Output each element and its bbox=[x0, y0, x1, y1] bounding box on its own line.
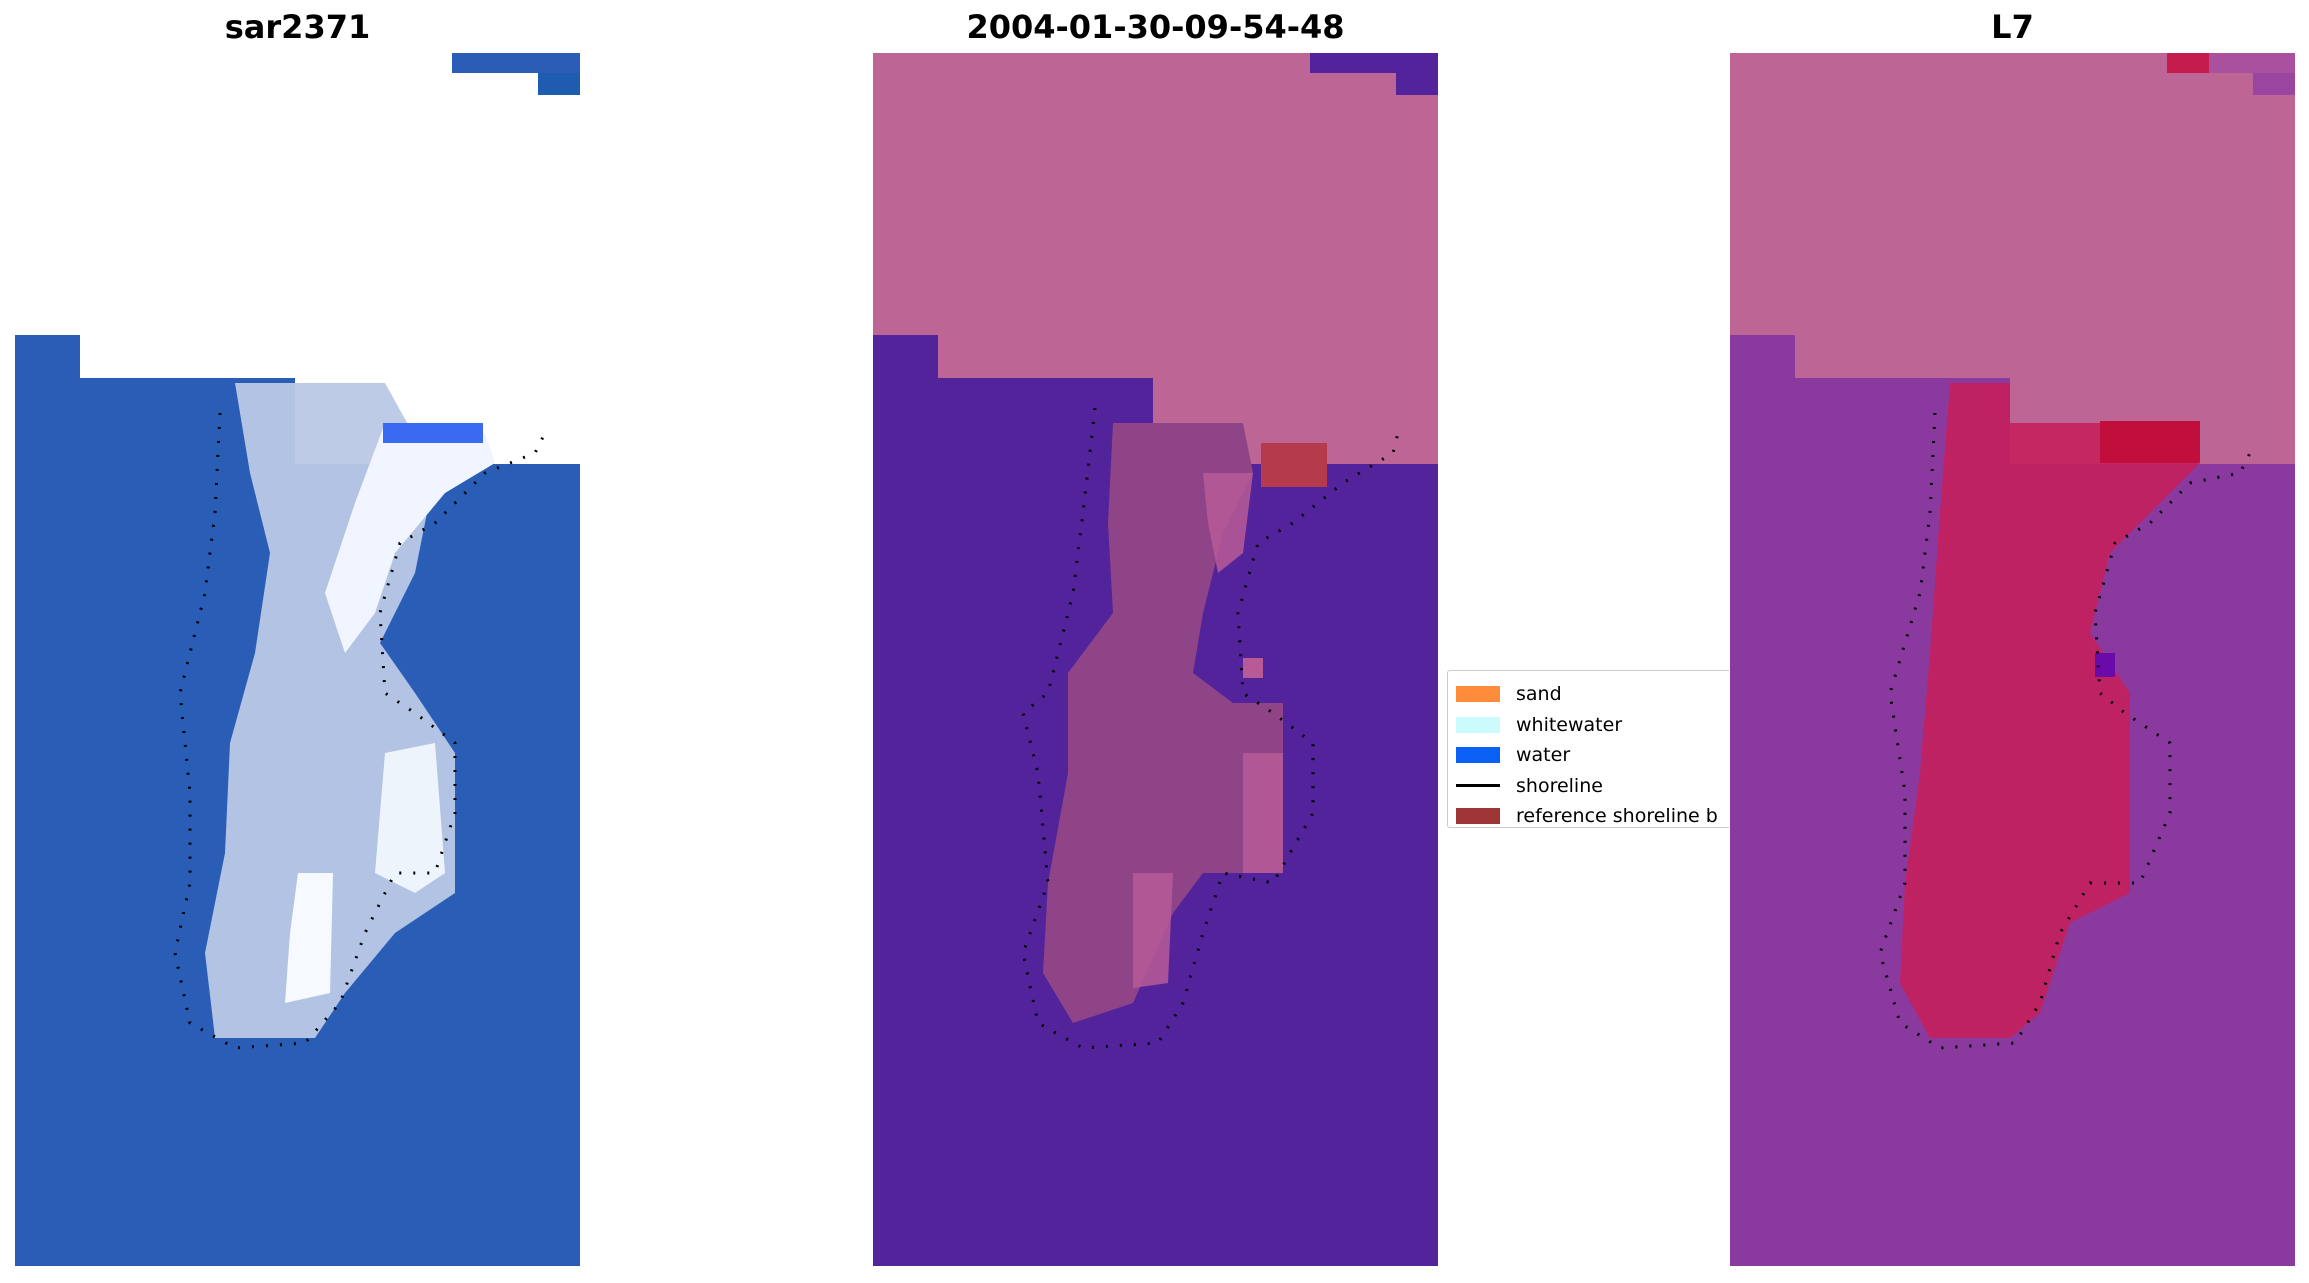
water-patch bbox=[1396, 73, 1438, 95]
water-swatch bbox=[1456, 747, 1500, 764]
water-patch bbox=[2095, 653, 2115, 677]
legend-item-sand: sand bbox=[1456, 679, 1729, 710]
index-image bbox=[1730, 53, 2295, 1266]
legend-item-whitewater: whitewater bbox=[1456, 710, 1729, 741]
rgb-image bbox=[15, 53, 580, 1266]
reference-shoreline-patch bbox=[1261, 443, 1327, 487]
reference-shoreline-swatch bbox=[1456, 808, 1500, 825]
legend-item-shoreline: shoreline bbox=[1456, 771, 1729, 802]
water-patch bbox=[383, 423, 483, 443]
sand-patch bbox=[1243, 658, 1263, 678]
water-patch bbox=[2253, 73, 2295, 95]
classified-panel: 2004-01-30-09-54-48 bbox=[873, 0, 1438, 1283]
legend-item-reference-shoreline: reference shoreline b bbox=[1456, 801, 1729, 828]
whitewater-area bbox=[325, 423, 495, 653]
rgb-panel: sar2371 bbox=[15, 0, 580, 1283]
sand-patch bbox=[2167, 53, 2209, 73]
water-patch bbox=[538, 73, 580, 95]
whitewater-swatch bbox=[1456, 716, 1500, 733]
legend-label: shoreline bbox=[1516, 774, 1603, 797]
whitewater-area bbox=[285, 873, 333, 1003]
sand-area bbox=[1900, 383, 2200, 1038]
panel-title: sar2371 bbox=[224, 8, 371, 46]
panel-title: 2004-01-30-09-54-48 bbox=[966, 8, 1345, 46]
legend-label: whitewater bbox=[1516, 713, 1623, 736]
legend-label: reference shoreline b bbox=[1516, 805, 1718, 828]
index-panel: L7 bbox=[1730, 0, 2295, 1283]
legend-label: water bbox=[1516, 744, 1571, 767]
legend-item-water: water bbox=[1456, 740, 1729, 771]
classified-image bbox=[873, 53, 1438, 1266]
sand-area bbox=[1243, 753, 1283, 873]
legend: sand whitewater water shoreline referenc… bbox=[1447, 670, 1729, 828]
sand-area bbox=[1043, 423, 1283, 1023]
shoreline-line bbox=[1456, 784, 1500, 788]
water-patch bbox=[2209, 53, 2295, 73]
sand-swatch bbox=[1456, 686, 1500, 703]
legend-label: sand bbox=[1516, 683, 1562, 706]
sand-area bbox=[1133, 873, 1173, 988]
whitewater-area bbox=[375, 743, 445, 893]
sand-area bbox=[1203, 473, 1253, 573]
sand-patch bbox=[2100, 421, 2200, 463]
water-patch bbox=[452, 53, 580, 73]
panel-title: L7 bbox=[1991, 8, 2034, 46]
water-patch bbox=[1310, 53, 1438, 73]
